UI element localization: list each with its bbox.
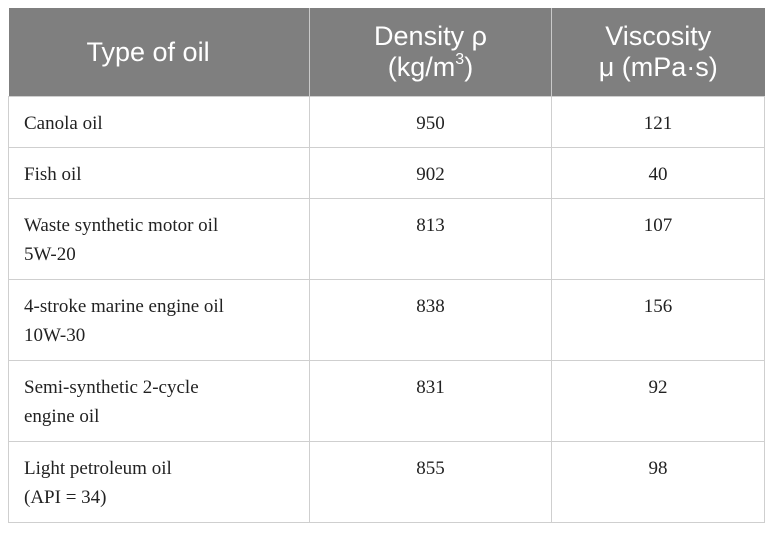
header-viscosity-unit: μ (mPa·s): [598, 52, 718, 82]
density-cell: 838: [309, 279, 552, 361]
header-type-of-oil-label: Type of oil: [86, 36, 210, 67]
header-density-unit: (kg/m3): [318, 52, 543, 83]
oil-name-cell: Fish oil: [8, 147, 310, 199]
oil-name-cell: Canola oil: [8, 96, 310, 148]
header-density-unit-open: (kg/m: [387, 52, 456, 82]
header-density: Density ρ (kg/m3): [309, 8, 552, 97]
viscosity-cell: 156: [551, 279, 765, 361]
viscosity-cell: 40: [551, 147, 765, 199]
header-viscosity: Viscosity μ (mPa·s): [551, 8, 765, 97]
oil-properties-table: Type of oil Density ρ (kg/m3) Viscosity …: [8, 8, 765, 523]
table-row: Fish oil 902 40: [8, 147, 765, 199]
header-density-unit-close: ): [464, 52, 474, 82]
table-row: Waste synthetic motor oil 5W-20 813 107: [8, 198, 765, 280]
viscosity-cell: 92: [551, 360, 765, 442]
oil-name-cell: Semi-synthetic 2-cycle engine oil: [8, 360, 310, 442]
density-cell: 813: [309, 198, 552, 280]
table-body: Canola oil 950 121 Fish oil 902 40 Waste…: [8, 96, 765, 523]
density-cell: 831: [309, 360, 552, 442]
table-row: Canola oil 950 121: [8, 96, 765, 148]
oil-name-cell: Light petroleum oil (API = 34): [8, 441, 310, 523]
oil-name-line: 4-stroke marine engine oil: [24, 296, 224, 317]
table-row: 4-stroke marine engine oil 10W-30 838 15…: [8, 279, 765, 361]
oil-name-line: 5W-20: [24, 244, 76, 265]
table-row: Semi-synthetic 2-cycle engine oil 831 92: [8, 360, 765, 442]
oil-name-cell: 4-stroke marine engine oil 10W-30: [8, 279, 310, 361]
density-cell: 950: [309, 96, 552, 148]
density-cell: 855: [309, 441, 552, 523]
oil-name-line: Fish oil: [24, 164, 82, 185]
oil-name-line: Light petroleum oil: [24, 458, 172, 479]
header-row: Type of oil Density ρ (kg/m3) Viscosity …: [8, 8, 765, 97]
header-type-of-oil: Type of oil: [8, 8, 310, 97]
oil-properties-table-container: Type of oil Density ρ (kg/m3) Viscosity …: [8, 8, 765, 523]
header-density-label: Density ρ: [374, 21, 487, 51]
oil-name-line: Semi-synthetic 2-cycle: [24, 377, 199, 398]
oil-name-cell: Waste synthetic motor oil 5W-20: [8, 198, 310, 280]
oil-name-line: 10W-30: [24, 325, 86, 346]
density-cell: 902: [309, 147, 552, 199]
viscosity-cell: 98: [551, 441, 765, 523]
oil-name-line: Waste synthetic motor oil: [24, 215, 219, 236]
header-density-unit-superscript: 3: [455, 51, 465, 68]
oil-name-line: engine oil: [24, 406, 100, 427]
table-header: Type of oil Density ρ (kg/m3) Viscosity …: [8, 8, 765, 97]
oil-name-line: Canola oil: [24, 113, 103, 134]
oil-name-line: (API = 34): [24, 487, 107, 508]
viscosity-cell: 121: [551, 96, 765, 148]
header-viscosity-label: Viscosity: [605, 21, 712, 51]
viscosity-cell: 107: [551, 198, 765, 280]
table-row: Light petroleum oil (API = 34) 855 98: [8, 441, 765, 523]
